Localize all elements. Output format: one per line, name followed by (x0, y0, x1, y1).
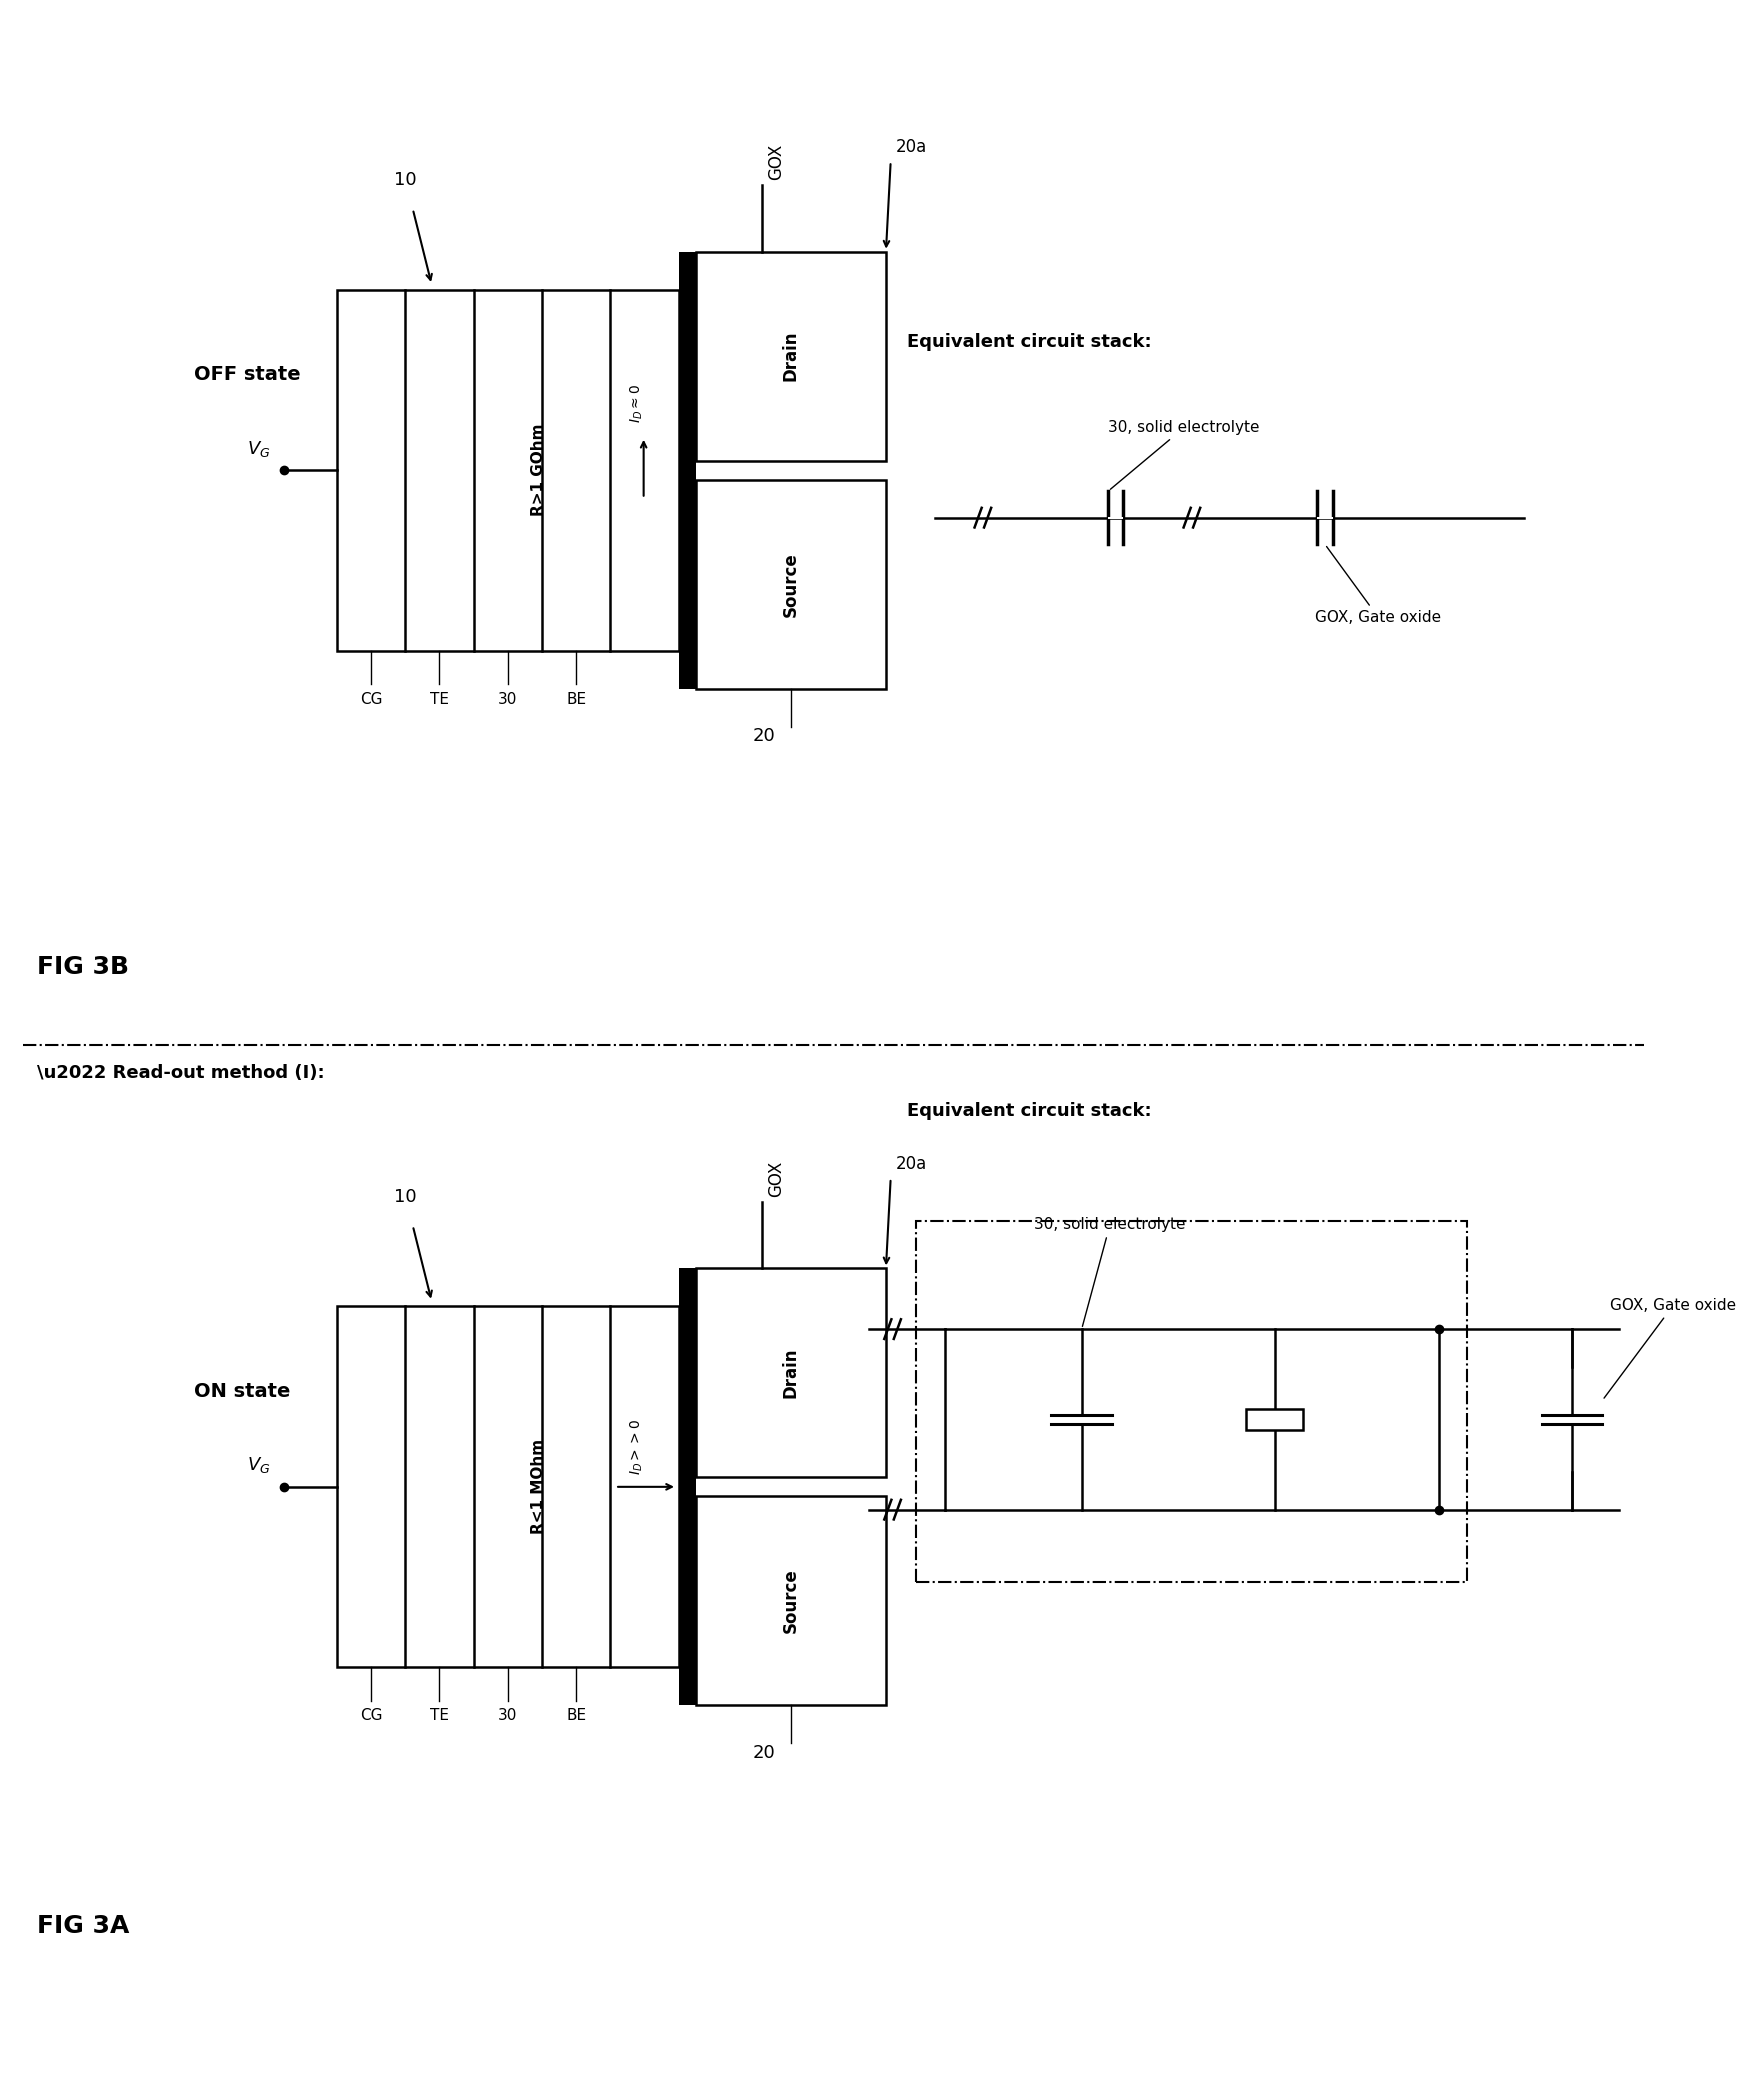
Text: CG: CG (360, 1708, 382, 1724)
Text: OFF state: OFF state (194, 366, 300, 385)
Bar (917, 1221, 1467, 1582)
Text: GOX, Gate oxide: GOX, Gate oxide (1605, 1298, 1736, 1398)
Text: 20a: 20a (896, 138, 927, 157)
Text: 20a: 20a (896, 1154, 927, 1172)
Text: Source: Source (782, 552, 800, 617)
Text: ON state: ON state (194, 1381, 290, 1400)
Text: GOX, Gate oxide: GOX, Gate oxide (1315, 545, 1442, 625)
Text: 20: 20 (753, 727, 775, 744)
Text: CG: CG (360, 692, 382, 706)
Text: 20: 20 (753, 1743, 775, 1762)
Text: $V_G$: $V_G$ (246, 439, 271, 458)
Bar (697, 479, 885, 690)
Text: BE: BE (566, 1708, 587, 1724)
Text: \u2022 Read-out method (I):: \u2022 Read-out method (I): (37, 1064, 325, 1083)
Text: R>1 GOhm: R>1 GOhm (531, 424, 546, 516)
Text: GOX: GOX (766, 144, 786, 180)
Bar (679, 1269, 697, 1705)
Text: 30, solid electrolyte: 30, solid electrolyte (1034, 1216, 1186, 1327)
Text: FIG 3A: FIG 3A (37, 1914, 129, 1937)
Text: TE: TE (430, 692, 449, 706)
Text: $I_D >> 0$: $I_D >> 0$ (629, 1419, 646, 1476)
Bar (697, 251, 885, 460)
Text: 10: 10 (395, 171, 416, 188)
Bar (1247, 1409, 1303, 1430)
Bar (697, 1496, 885, 1705)
Text: R<1 MOhm: R<1 MOhm (531, 1440, 546, 1534)
Text: 30: 30 (498, 1708, 517, 1724)
Text: TE: TE (430, 1708, 449, 1724)
Text: 30: 30 (498, 692, 517, 706)
Bar (337, 291, 679, 650)
Text: FIG 3B: FIG 3B (37, 955, 129, 978)
Text: Source: Source (782, 1568, 800, 1632)
Text: Equivalent circuit stack:: Equivalent circuit stack: (906, 332, 1151, 351)
Text: 10: 10 (395, 1187, 416, 1206)
Bar (337, 1306, 679, 1668)
Text: Drain: Drain (782, 330, 800, 380)
Text: $V_G$: $V_G$ (246, 1455, 271, 1476)
Text: BE: BE (566, 692, 587, 706)
Text: Equivalent circuit stack:: Equivalent circuit stack: (906, 1101, 1151, 1120)
Text: Drain: Drain (782, 1348, 800, 1398)
Bar (697, 1269, 885, 1478)
Text: GOX: GOX (766, 1160, 786, 1198)
Text: 30, solid electrolyte: 30, solid electrolyte (1109, 420, 1261, 489)
Bar (679, 251, 697, 690)
Text: $I_D \approx 0$: $I_D \approx 0$ (629, 385, 646, 422)
